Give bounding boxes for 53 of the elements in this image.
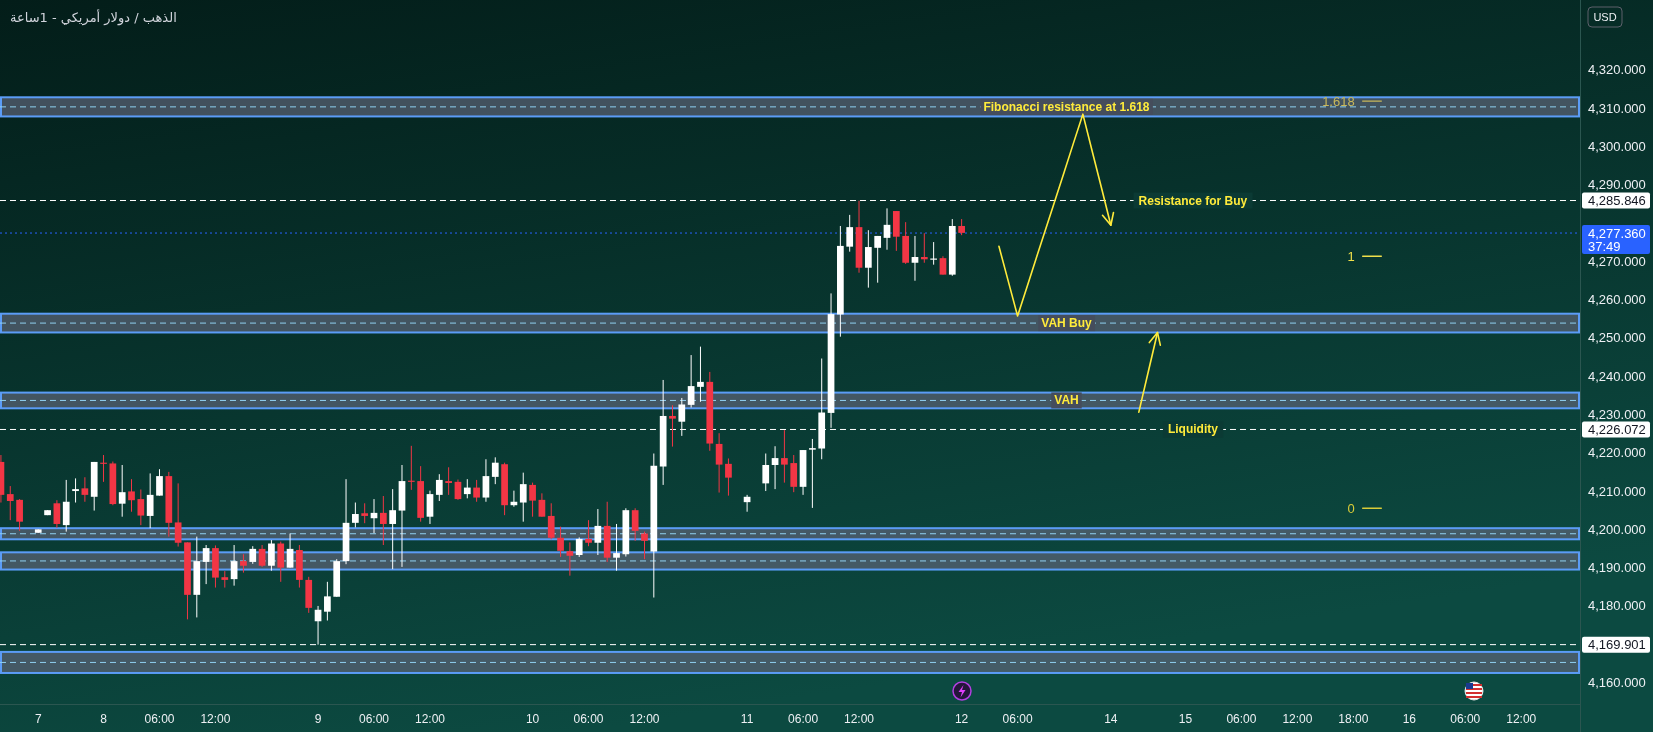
x-tick-label: 14 xyxy=(1104,712,1118,726)
y-tick-label: 4,180.000 xyxy=(1588,598,1646,614)
y-tick-label: 4,220.000 xyxy=(1588,445,1646,461)
series-label: 0 xyxy=(1347,500,1355,516)
y-tick-label: 4,290.000 xyxy=(1588,177,1646,193)
y-tick-label: 4,190.000 xyxy=(1588,560,1646,576)
x-tick-label: 18:00 xyxy=(1338,712,1369,726)
x-tick-label: 06:00 xyxy=(359,712,390,726)
y-tick-label: 4,226.072 xyxy=(1588,421,1646,437)
band-label: VAH Buy xyxy=(1041,316,1093,331)
y-tick-label: 4,277.360 xyxy=(1588,225,1646,241)
y-tick-label: 4,210.000 xyxy=(1588,483,1646,499)
y-tick-label: 4,270.000 xyxy=(1588,253,1646,269)
x-tick-label: 12:00 xyxy=(629,712,660,726)
x-tick-label: 10 xyxy=(525,712,540,726)
x-tick-label: 12 xyxy=(954,712,969,726)
series-label: 1.618 xyxy=(1322,93,1355,109)
x-tick-label: 16 xyxy=(1402,712,1417,726)
y-tick-label: 4,240.000 xyxy=(1588,368,1646,384)
ref-line-label: Liquidity xyxy=(1167,422,1219,437)
x-tick-label: 06:00 xyxy=(144,712,175,726)
x-tick-label: 06:00 xyxy=(573,712,604,726)
y-tick-label: 4,300.000 xyxy=(1588,138,1646,154)
band-label: VAH xyxy=(1054,393,1079,408)
ref-line-label: Resistance for Buy xyxy=(1138,193,1248,208)
y-tick-label: 4,230.000 xyxy=(1588,406,1646,422)
y-axis-title: USD xyxy=(1593,11,1617,23)
title: الذهب / دولار أمريكي - 1ساعة xyxy=(10,9,177,25)
y-tick-label: 4,310.000 xyxy=(1588,100,1646,116)
y-tick-label: 4,200.000 xyxy=(1588,521,1646,537)
x-tick-label: 11 xyxy=(740,712,754,726)
x-tick-label: 9 xyxy=(314,712,322,726)
y-tick-label: 4,260.000 xyxy=(1588,292,1646,308)
x-tick-label: 15 xyxy=(1178,712,1193,726)
x-tick-label: 06:00 xyxy=(1226,712,1257,726)
series-label: 1 xyxy=(1347,248,1355,264)
x-tick-label: 06:00 xyxy=(788,712,819,726)
x-tick-label: 12:00 xyxy=(414,712,446,726)
x-tick-label: 12:00 xyxy=(1506,712,1537,726)
x-tick-label: 8 xyxy=(100,712,108,726)
band-label: Fibonacci resistance at 1.618 xyxy=(983,99,1150,114)
y-tick-label: 4,169.901 xyxy=(1588,637,1646,653)
y-tick-label: 4,160.000 xyxy=(1588,675,1646,691)
x-tick-label: 06:00 xyxy=(1450,712,1481,726)
x-tick-label: 12:00 xyxy=(1282,712,1313,726)
y-tick-label: 4,320.000 xyxy=(1588,62,1646,78)
x-tick-label: 12:00 xyxy=(844,712,875,726)
x-tick-label: 06:00 xyxy=(1002,712,1033,726)
y-tick-label: 4,250.000 xyxy=(1588,330,1646,346)
x-tick-label: 12:00 xyxy=(200,712,231,726)
y-tick-label: 4,285.846 xyxy=(1588,193,1646,209)
x-tick-label: 7 xyxy=(34,712,42,726)
y-label: USD xyxy=(1587,6,1623,28)
